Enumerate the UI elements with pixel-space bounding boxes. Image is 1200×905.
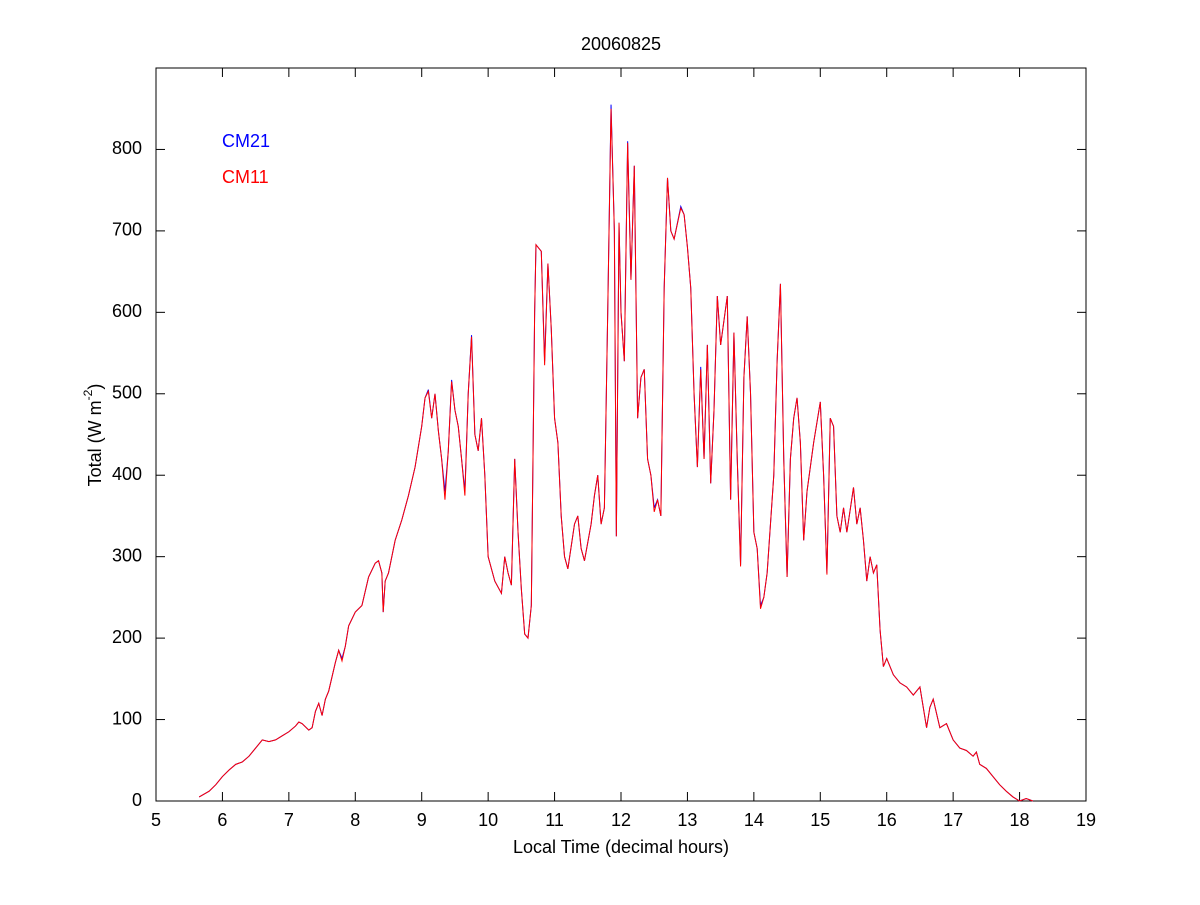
y-tick-label: 100 [112, 708, 142, 728]
x-axis-label: Local Time (decimal hours) [513, 837, 729, 857]
x-tick-label: 5 [151, 810, 161, 830]
x-tick-label: 9 [417, 810, 427, 830]
y-tick-label: 0 [132, 790, 142, 810]
y-tick-label: 200 [112, 627, 142, 647]
data-line [198, 108, 1034, 802]
legend-label: CM21 [222, 131, 270, 151]
plot-box [155, 67, 1087, 802]
y-axis-label-text: Total (W m [85, 400, 105, 486]
y-tick-label: 700 [112, 220, 142, 240]
x-tick-label: 18 [1010, 810, 1030, 830]
legend-label: CM11 [222, 167, 269, 187]
x-tick-label: 7 [284, 810, 294, 830]
y-axis-label-sup: -2 [81, 389, 95, 400]
x-tick-label: 14 [744, 810, 764, 830]
x-tick-label: 13 [677, 810, 697, 830]
x-tick-label: 16 [877, 810, 897, 830]
y-tick-label: 400 [112, 464, 142, 484]
x-tick-label: 12 [611, 810, 631, 830]
x-tick-label: 19 [1076, 810, 1096, 830]
y-tick-label: 800 [112, 138, 142, 158]
x-tick-label: 8 [350, 810, 360, 830]
x-tick-label: 10 [478, 810, 498, 830]
y-tick-label: 300 [112, 545, 142, 565]
x-tick-label: 6 [217, 810, 227, 830]
y-axis-label: Total (W m-2) [81, 384, 105, 487]
y-axis-label-end: ) [85, 384, 105, 390]
x-tick-label: 11 [545, 810, 564, 830]
y-tick-label: 600 [112, 301, 142, 321]
x-tick-label: 15 [810, 810, 830, 830]
chart-title: 20060825 [581, 34, 661, 54]
x-tick-label: 17 [943, 810, 963, 830]
y-tick-label: 500 [112, 383, 142, 403]
